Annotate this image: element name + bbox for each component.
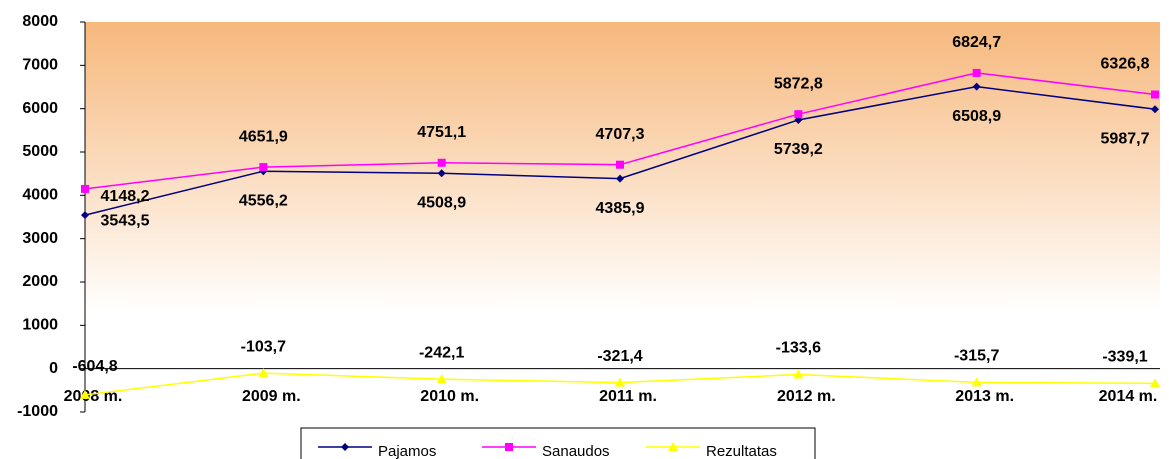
marker xyxy=(258,368,269,378)
marker xyxy=(1151,105,1159,114)
y-tick-label: 5000 xyxy=(22,143,58,160)
marker xyxy=(259,163,268,172)
data-label: -103,7 xyxy=(241,338,286,355)
legend: Pajamos Sanaudos Rezultatas xyxy=(300,427,816,459)
data-label: 5739,2 xyxy=(774,141,823,158)
marker xyxy=(437,158,446,167)
x-tick-label: 2012 m. xyxy=(777,388,836,405)
y-tick-label: 4000 xyxy=(22,187,58,204)
marker xyxy=(972,68,981,77)
data-label: 6508,9 xyxy=(952,108,1001,125)
marker xyxy=(1151,90,1159,99)
data-label: -339,1 xyxy=(1102,349,1147,366)
marker xyxy=(615,377,625,387)
legend-label: Sanaudos xyxy=(542,443,610,459)
marker xyxy=(81,184,89,193)
marker xyxy=(437,169,446,178)
legend-label: Pajamos xyxy=(378,443,436,459)
marker xyxy=(794,110,803,119)
legend-box xyxy=(300,427,816,459)
y-tick-label: 6000 xyxy=(22,100,58,117)
marker xyxy=(1150,378,1160,388)
data-label: 4508,9 xyxy=(417,194,466,211)
data-label: 6824,7 xyxy=(952,34,1001,51)
x-tick-label: 2011 m. xyxy=(599,388,657,405)
data-label: 4556,2 xyxy=(239,192,288,209)
marker xyxy=(616,160,624,169)
marker xyxy=(80,389,90,399)
data-label: 4751,1 xyxy=(417,124,466,141)
data-label: 4385,9 xyxy=(596,200,645,217)
data-label: -321,4 xyxy=(597,348,642,365)
marker xyxy=(616,174,624,183)
marker xyxy=(971,377,982,387)
data-label: 3543,5 xyxy=(101,212,150,229)
data-label: 4148,2 xyxy=(101,188,150,205)
data-label: 6326,8 xyxy=(1101,56,1150,73)
data-label: 5987,7 xyxy=(1101,130,1150,147)
y-tick-label: -1000 xyxy=(17,403,58,420)
y-tick-label: 2000 xyxy=(22,273,58,290)
y-tick-label: 0 xyxy=(49,360,58,377)
data-label: -133,6 xyxy=(776,340,821,357)
legend-marker xyxy=(505,443,513,451)
data-label: -604,8 xyxy=(72,358,117,375)
x-tick-label: 2009 m. xyxy=(242,388,301,405)
data-label: -315,7 xyxy=(954,348,999,365)
legend-marker xyxy=(341,443,349,451)
marker xyxy=(972,82,981,91)
legend-marker xyxy=(668,442,678,451)
y-tick-label: 7000 xyxy=(22,57,58,74)
x-tick-label: 2010 m. xyxy=(420,388,479,405)
y-tick-label: 8000 xyxy=(22,13,58,30)
x-tick-label: 2014 m. xyxy=(1099,388,1158,405)
y-tick-label: 3000 xyxy=(22,230,58,247)
marker xyxy=(436,374,447,384)
marker xyxy=(793,369,804,379)
data-label: -242,1 xyxy=(419,344,464,361)
y-tick-label: 1000 xyxy=(22,317,58,334)
x-tick-label: 2008 m. xyxy=(64,388,123,405)
legend-label: Rezultatas xyxy=(706,443,777,459)
data-label: 4651,9 xyxy=(239,128,288,145)
marker xyxy=(81,211,89,220)
x-tick-label: 2013 m. xyxy=(955,388,1014,405)
data-label: 5872,8 xyxy=(774,75,823,92)
data-label: 4707,3 xyxy=(596,126,645,143)
